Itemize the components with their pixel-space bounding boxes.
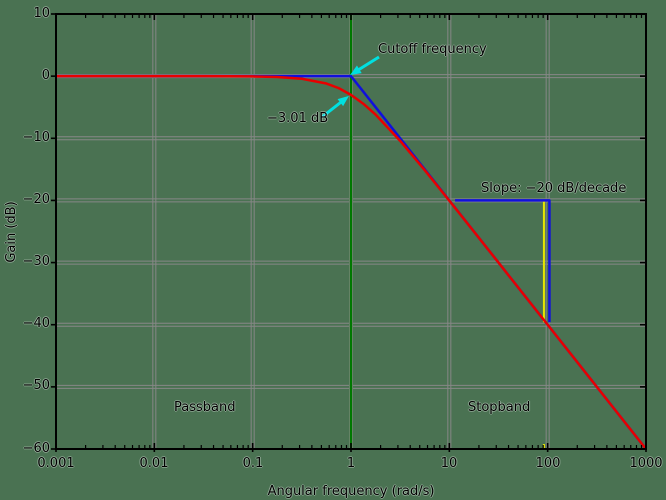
y-axis-title: Gain (dB) xyxy=(4,201,19,263)
y-tick-label: −60 xyxy=(22,441,50,456)
annotation-minus-3db: −3.01 dB xyxy=(267,111,329,126)
y-tick-label: −20 xyxy=(22,192,50,207)
annotation-stopband: Stopband xyxy=(468,400,531,415)
annotation-passband: Passband xyxy=(174,400,236,415)
tick-marks xyxy=(51,13,647,452)
annotation-cutoff-frequency: Cutoff frequency xyxy=(378,42,487,57)
y-tick-label: −30 xyxy=(22,254,50,269)
y-tick-label: −40 xyxy=(22,316,50,331)
response-curve xyxy=(56,74,647,450)
x-tick-label: 1000 xyxy=(629,456,663,471)
x-tick-label: 0.01 xyxy=(139,456,169,471)
annotation-slope: Slope: −20 dB/decade xyxy=(481,181,627,196)
y-tick-label: −50 xyxy=(22,378,50,393)
x-tick-label: 100 xyxy=(535,456,561,471)
x-tick-label: 1 xyxy=(346,456,356,471)
annotation-arrows xyxy=(321,55,380,119)
x-axis-title: Angular frequency (rad/s) xyxy=(267,484,435,499)
y-tick-label: −10 xyxy=(22,130,50,145)
x-tick-label: 10 xyxy=(440,456,458,471)
x-tick-label: 0.1 xyxy=(242,456,264,471)
y-tick-label: 10 xyxy=(33,6,50,21)
x-tick-label: 0.001 xyxy=(37,456,75,471)
y-tick-label: 0 xyxy=(41,68,50,83)
